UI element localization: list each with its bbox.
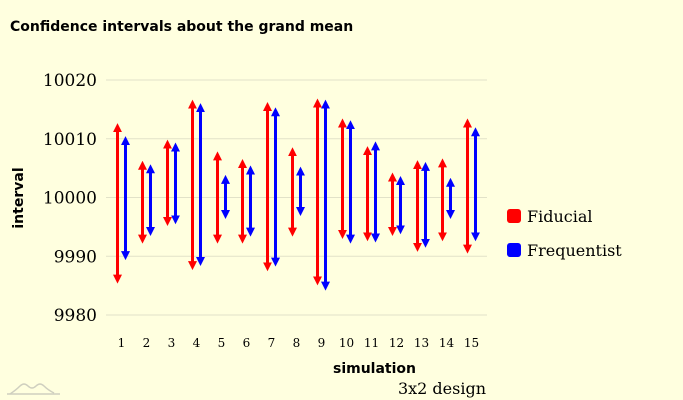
y-tick-label: 10000 — [43, 189, 97, 209]
x-tick-label: 8 — [293, 336, 301, 350]
x-tick-label: 5 — [218, 336, 226, 350]
legend: Fiducial Frequentist — [507, 205, 622, 273]
y-tick-label: 10020 — [43, 71, 97, 91]
x-tick-label: 9 — [318, 336, 326, 350]
y-tick-label: 9980 — [54, 306, 97, 326]
legend-item-fiducial[interactable]: Fiducial — [507, 205, 622, 227]
watermark-logo-icon — [7, 383, 60, 395]
legend-label-fiducial: Fiducial — [527, 206, 593, 226]
x-tick-label: 3 — [168, 336, 176, 350]
x-tick-label: 7 — [268, 336, 276, 350]
chart-subtitle: 3x2 design — [397, 379, 486, 398]
x-tick-label: 6 — [243, 336, 251, 350]
x-axis-ticks: 1 2 3 4 5 6 7 8 9 10 11 12 13 14 15 — [118, 336, 479, 350]
legend-item-frequentist[interactable]: Frequentist — [507, 239, 622, 261]
y-tick-label: 9990 — [54, 247, 97, 267]
x-tick-label: 12 — [389, 336, 404, 350]
y-axis-title: interval — [11, 167, 27, 229]
x-tick-label: 10 — [339, 336, 354, 350]
x-tick-label: 15 — [464, 336, 479, 350]
legend-swatch-frequentist — [507, 243, 521, 257]
x-tick-label: 14 — [439, 336, 455, 350]
x-tick-label: 1 — [118, 336, 126, 350]
gridlines — [106, 79, 487, 316]
x-tick-label: 13 — [414, 336, 429, 350]
chart-title: Confidence intervals about the grand mea… — [10, 19, 354, 35]
legend-swatch-fiducial — [507, 209, 521, 223]
x-tick-label: 2 — [143, 336, 151, 350]
interval-marks — [113, 98, 480, 291]
legend-label-frequentist: Frequentist — [527, 240, 622, 260]
y-axis-ticks: 9980 9990 10000 10010 10020 — [43, 71, 97, 326]
y-tick-label: 10010 — [43, 130, 97, 150]
x-tick-label: 11 — [364, 336, 379, 350]
x-axis-title: simulation — [333, 361, 417, 377]
x-tick-label: 4 — [193, 336, 201, 350]
